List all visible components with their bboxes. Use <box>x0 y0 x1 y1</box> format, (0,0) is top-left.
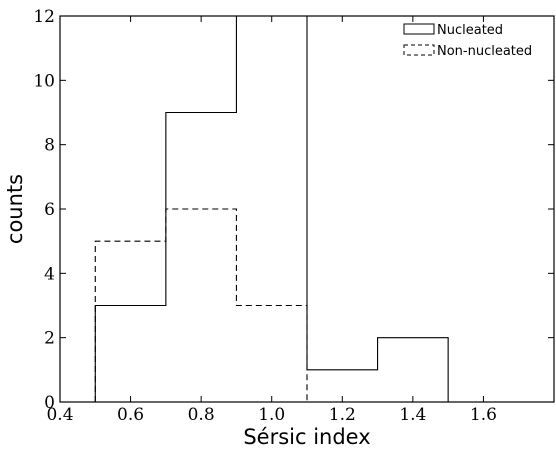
x-tick-label: 0.6 <box>117 405 144 425</box>
legend: Nucleated Non-nucleated <box>403 23 532 59</box>
y-tick-label: 6 <box>44 200 55 220</box>
plot-frame <box>59 15 555 403</box>
y-tick-label: 0 <box>44 393 55 413</box>
y-tick-label: 2 <box>44 329 55 349</box>
y-axis-label: counts <box>3 174 27 244</box>
y-tick-label: 8 <box>44 136 55 156</box>
y-tick-label: 10 <box>33 71 55 91</box>
legend-swatch-non-nucleated <box>403 44 435 56</box>
legend-swatch-nucleated <box>403 23 435 35</box>
axis-ticks <box>59 15 554 403</box>
plot-marks <box>94 15 519 403</box>
legend-label-non-nucleated: Non-nucleated <box>437 44 532 59</box>
x-tick-label: 1.4 <box>399 405 426 425</box>
x-axis-label: Sérsic index <box>243 425 370 449</box>
x-tick-label: 0.4 <box>46 405 73 425</box>
series-nucleated <box>94 15 519 403</box>
x-tick-label: 1.0 <box>258 405 285 425</box>
x-tick-label: 0.8 <box>188 405 215 425</box>
y-tick-label: 12 <box>33 7 55 27</box>
legend-label-nucleated: Nucleated <box>437 23 503 38</box>
x-tick-label: 1.6 <box>470 405 497 425</box>
x-tick-label: 1.2 <box>329 405 356 425</box>
y-tick-label: 4 <box>44 264 55 284</box>
tick-labels: 0.4 0.6 0.8 1.0 1.2 1.4 1.6 0 2 4 6 8 10 12 <box>33 7 497 425</box>
